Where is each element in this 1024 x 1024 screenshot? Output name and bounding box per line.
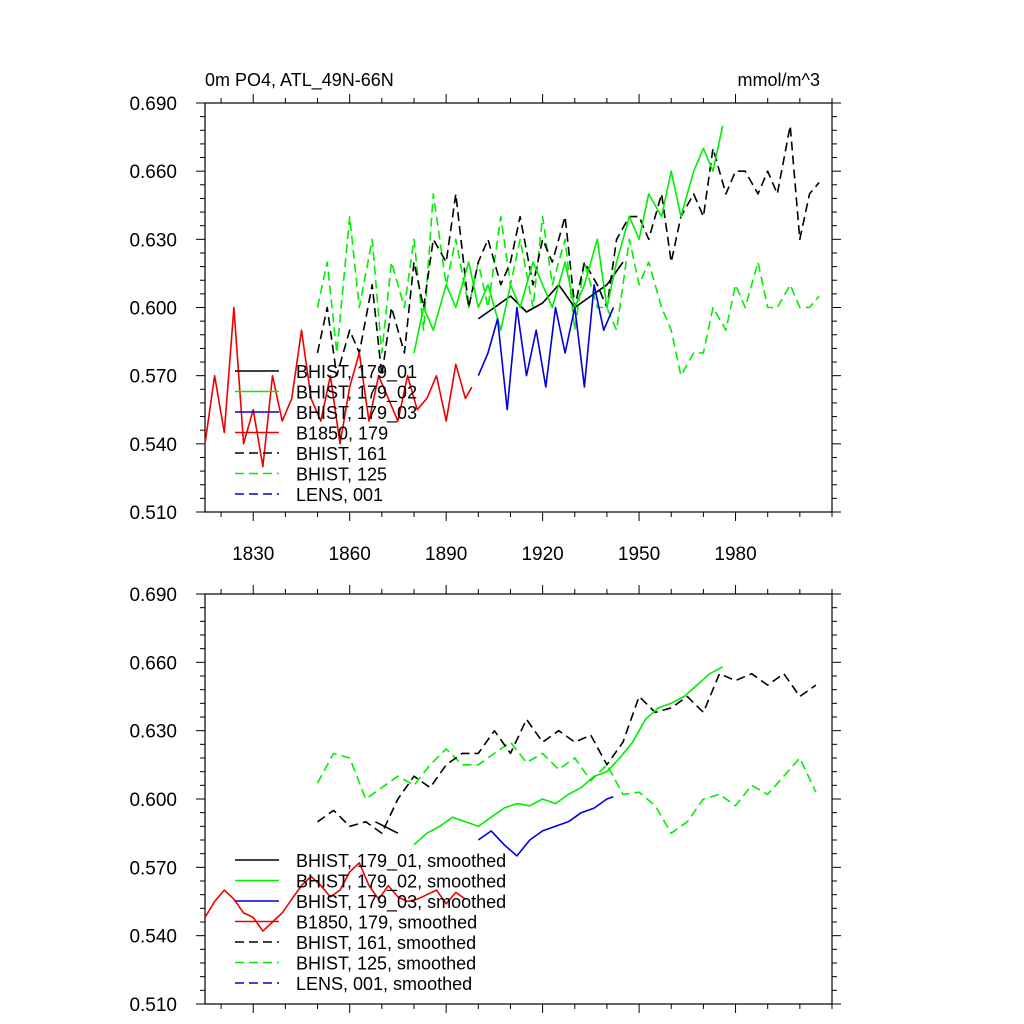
legend-label: BHIST, 179_01, smoothed: [296, 851, 506, 872]
y-tick-label: 0.510: [129, 995, 177, 1016]
legend-label: B1850, 179, smoothed: [296, 913, 477, 933]
series-line-b1850-179-smoothed: [204, 861, 466, 932]
y-tick-label: 0.540: [129, 927, 177, 948]
x-tick-label: 1950: [618, 544, 660, 565]
legend-label: BHIST, 161, smoothed: [296, 933, 476, 953]
x-tick-label: 1830: [232, 544, 274, 565]
series-line-bhist-179-03: [477, 283, 615, 411]
series-line-bhist-179-02: [413, 125, 724, 354]
y-tick-label: 0.630: [129, 722, 177, 743]
bottom-panel: 0.510 0.540 0.570 0.600 0.630 0.660 0.690 BHIST…: [129, 585, 841, 1016]
x-tick-label: 1860: [329, 544, 371, 565]
legend-label: BHIST, 179_03, smoothed: [296, 892, 506, 913]
legend-label: B1850, 179: [296, 424, 388, 444]
y-tick-label: 0.600: [129, 299, 177, 320]
legend-label: BHIST, 125, smoothed: [296, 954, 476, 974]
y-tick-label: 0.690: [129, 585, 177, 606]
legend-label: BHIST, 125: [296, 465, 387, 485]
series-line-bhist-161: [316, 124, 820, 377]
legend-label: BHIST, 179_03: [296, 403, 417, 424]
legend-label: LENS, 001: [296, 485, 383, 505]
series-line-bhist-125-smoothed: [316, 741, 817, 835]
top-panel: 0m PO4, ATL_49N-66N mmol/m^3 0.510 0.540 0…: [129, 70, 841, 565]
y-tick-label: 0.690: [129, 94, 177, 115]
x-tick-label: 1920: [521, 544, 563, 565]
x-tick-label: 1890: [425, 544, 467, 565]
y-tick-label: 0.630: [129, 230, 177, 251]
series-line-bhist-179-01: [477, 261, 624, 320]
x-tick-label: 1980: [714, 544, 756, 565]
legend-label: LENS, 001, smoothed: [296, 974, 472, 994]
series-line-b1850-179: [204, 306, 473, 468]
y-tick-label: 0.540: [129, 435, 177, 456]
top-panel-units: mmol/m^3: [738, 70, 820, 90]
series-line-bhist-179-01-smoothed: [375, 821, 399, 834]
series-line-bhist-179-02-smoothed: [413, 666, 724, 846]
y-tick-label: 0.660: [129, 162, 177, 183]
y-tick-label: 0.660: [129, 653, 177, 674]
y-tick-label: 0.600: [129, 790, 177, 811]
y-tick-label: 0.570: [129, 858, 177, 879]
series-line-bhist-125: [316, 193, 820, 377]
legend-label: BHIST, 179_02, smoothed: [296, 872, 506, 893]
legend-label: BHIST, 161: [296, 444, 387, 464]
y-tick-label: 0.510: [129, 503, 177, 524]
top-panel-title: 0m PO4, ATL_49N-66N: [205, 70, 394, 91]
series-line-bhist-179-03-smoothed: [477, 795, 614, 857]
series-line-bhist-161-smoothed: [317, 672, 817, 835]
legend-label: BHIST, 179_01: [296, 362, 417, 383]
y-tick-label: 0.570: [129, 367, 177, 388]
legend-label: BHIST, 179_02: [296, 383, 417, 404]
